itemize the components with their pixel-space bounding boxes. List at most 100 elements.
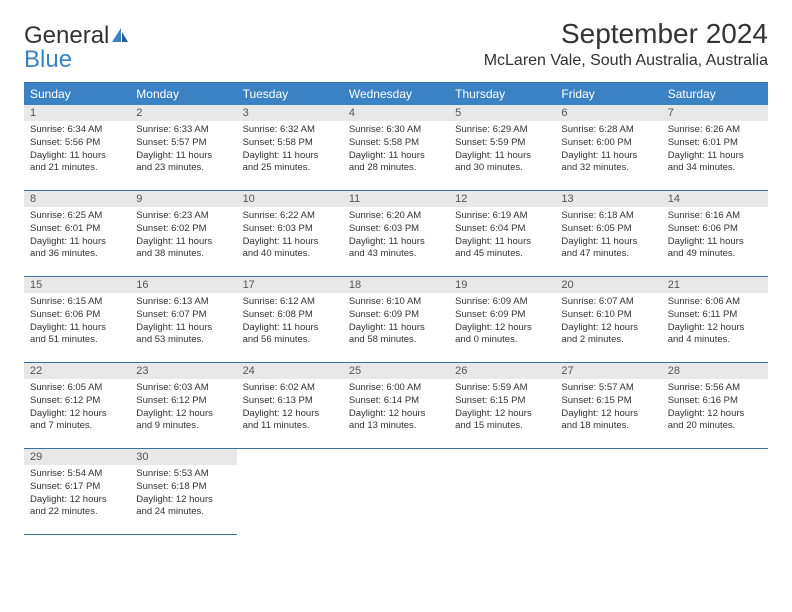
day-body: Sunrise: 6:23 AMSunset: 6:02 PMDaylight:… [130, 207, 236, 267]
sunrise-text: Sunrise: 6:18 AM [561, 210, 655, 223]
calendar-cell: 5Sunrise: 6:29 AMSunset: 5:59 PMDaylight… [449, 105, 555, 191]
day-number: 19 [449, 277, 555, 293]
daylight-text: Daylight: 11 hours and 53 minutes. [136, 322, 230, 348]
calendar-cell: 6 Sunrise: 6:28 AMSunset: 6:00 PMDaylight… [555, 105, 661, 191]
day-body: Sunrise: 6:10 AMSunset: 6:09 PMDaylight:… [343, 293, 449, 353]
sunset-text: Sunset: 5:59 PM [455, 137, 549, 150]
sunset-text: Sunset: 6:00 PM [561, 137, 655, 150]
weekday-header: Thursday [449, 83, 555, 105]
calendar-cell: 1Sunrise: 6:34 AMSunset: 5:56 PMDaylight… [24, 105, 130, 191]
day-number: 21 [662, 277, 768, 293]
sunrise-text: Sunrise: 6:10 AM [349, 296, 443, 309]
sunrise-text: Sunrise: 5:59 AM [455, 382, 549, 395]
daylight-text: Daylight: 12 hours and 7 minutes. [30, 408, 124, 434]
day-body: Sunrise: 6:29 AMSunset: 5:59 PMDaylight:… [449, 121, 555, 181]
day-body: Sunrise: 5:57 AMSunset: 6:15 PMDaylight:… [555, 379, 661, 439]
day-body: Sunrise: 6:18 AMSunset: 6:05 PMDaylight:… [555, 207, 661, 267]
daylight-text: Daylight: 11 hours and 28 minutes. [349, 150, 443, 176]
day-body: Sunrise: 5:59 AMSunset: 6:15 PMDaylight:… [449, 379, 555, 439]
day-number: 1 [24, 105, 130, 121]
day-number: 12 [449, 191, 555, 207]
daylight-text: Daylight: 12 hours and 2 minutes. [561, 322, 655, 348]
day-number: 27 [555, 363, 661, 379]
daylight-text: Daylight: 11 hours and 25 minutes. [243, 150, 337, 176]
daylight-text: Daylight: 11 hours and 38 minutes. [136, 236, 230, 262]
day-number: 16 [130, 277, 236, 293]
day-body: Sunrise: 6:26 AMSunset: 6:01 PMDaylight:… [662, 121, 768, 181]
day-number: 10 [237, 191, 343, 207]
calendar-cell: 30Sunrise: 5:53 AMSunset: 6:18 PMDayligh… [130, 449, 236, 535]
day-body: Sunrise: 5:56 AMSunset: 6:16 PMDaylight:… [662, 379, 768, 439]
day-number: 30 [130, 449, 236, 465]
day-body: Sunrise: 6:13 AMSunset: 6:07 PMDaylight:… [130, 293, 236, 353]
sunset-text: Sunset: 6:09 PM [455, 309, 549, 322]
sunset-text: Sunset: 6:02 PM [136, 223, 230, 236]
weekday-header: Friday [555, 83, 661, 105]
sunrise-text: Sunrise: 6:22 AM [243, 210, 337, 223]
calendar-cell-empty [449, 449, 555, 535]
day-body: Sunrise: 6:03 AMSunset: 6:12 PMDaylight:… [130, 379, 236, 439]
calendar-cell: 7Sunrise: 6:26 AMSunset: 6:01 PMDaylight… [662, 105, 768, 191]
calendar-cell: 16Sunrise: 6:13 AMSunset: 6:07 PMDayligh… [130, 277, 236, 363]
sunrise-text: Sunrise: 6:12 AM [243, 296, 337, 309]
daylight-text: Daylight: 11 hours and 21 minutes. [30, 150, 124, 176]
day-number: 25 [343, 363, 449, 379]
sunrise-text: Sunrise: 6:09 AM [455, 296, 549, 309]
sunset-text: Sunset: 5:56 PM [30, 137, 124, 150]
day-number: 6 [555, 105, 661, 121]
daylight-text: Daylight: 11 hours and 51 minutes. [30, 322, 124, 348]
day-number: 18 [343, 277, 449, 293]
sunset-text: Sunset: 6:09 PM [349, 309, 443, 322]
header: General Blue September 2024 McLaren Vale… [24, 18, 768, 72]
sunrise-text: Sunrise: 6:19 AM [455, 210, 549, 223]
sunrise-text: Sunrise: 6:25 AM [30, 210, 124, 223]
day-body: Sunrise: 5:53 AMSunset: 6:18 PMDaylight:… [130, 465, 236, 525]
day-number: 2 [130, 105, 236, 121]
sunset-text: Sunset: 5:58 PM [243, 137, 337, 150]
day-number: 13 [555, 191, 661, 207]
sunrise-text: Sunrise: 6:16 AM [668, 210, 762, 223]
calendar-cell: 25Sunrise: 6:00 AMSunset: 6:14 PMDayligh… [343, 363, 449, 449]
sunset-text: Sunset: 5:57 PM [136, 137, 230, 150]
daylight-text: Daylight: 12 hours and 4 minutes. [668, 322, 762, 348]
sunset-text: Sunset: 6:17 PM [30, 481, 124, 494]
sunrise-text: Sunrise: 6:07 AM [561, 296, 655, 309]
daylight-text: Daylight: 11 hours and 49 minutes. [668, 236, 762, 262]
sunrise-text: Sunrise: 6:32 AM [243, 124, 337, 137]
sunset-text: Sunset: 6:04 PM [455, 223, 549, 236]
calendar-cell: 4Sunrise: 6:30 AMSunset: 5:58 PMDaylight… [343, 105, 449, 191]
sunset-text: Sunset: 6:08 PM [243, 309, 337, 322]
day-body: Sunrise: 6:02 AMSunset: 6:13 PMDaylight:… [237, 379, 343, 439]
calendar-cell: 22Sunrise: 6:05 AMSunset: 6:12 PMDayligh… [24, 363, 130, 449]
calendar-cell: 26Sunrise: 5:59 AMSunset: 6:15 PMDayligh… [449, 363, 555, 449]
calendar-cell: 13Sunrise: 6:18 AMSunset: 6:05 PMDayligh… [555, 191, 661, 277]
calendar-cell: 8Sunrise: 6:25 AMSunset: 6:01 PMDaylight… [24, 191, 130, 277]
daylight-text: Daylight: 12 hours and 22 minutes. [30, 494, 124, 520]
sunrise-text: Sunrise: 6:28 AM [561, 124, 655, 137]
sunrise-text: Sunrise: 6:30 AM [349, 124, 443, 137]
daylight-text: Daylight: 11 hours and 30 minutes. [455, 150, 549, 176]
sunset-text: Sunset: 5:58 PM [349, 137, 443, 150]
sunrise-text: Sunrise: 6:05 AM [30, 382, 124, 395]
weekday-header: Sunday [24, 83, 130, 105]
weekday-header: Tuesday [237, 83, 343, 105]
day-body: Sunrise: 6:07 AMSunset: 6:10 PMDaylight:… [555, 293, 661, 353]
sunset-text: Sunset: 6:06 PM [668, 223, 762, 236]
day-body: Sunrise: 6:19 AMSunset: 6:04 PMDaylight:… [449, 207, 555, 267]
daylight-text: Daylight: 11 hours and 58 minutes. [349, 322, 443, 348]
calendar-cell: 27Sunrise: 5:57 AMSunset: 6:15 PMDayligh… [555, 363, 661, 449]
day-number: 17 [237, 277, 343, 293]
sunrise-text: Sunrise: 6:02 AM [243, 382, 337, 395]
sunrise-text: Sunrise: 6:26 AM [668, 124, 762, 137]
day-number: 29 [24, 449, 130, 465]
daylight-text: Daylight: 11 hours and 40 minutes. [243, 236, 337, 262]
daylight-text: Daylight: 11 hours and 32 minutes. [561, 150, 655, 176]
daylight-text: Daylight: 11 hours and 45 minutes. [455, 236, 549, 262]
calendar-grid: SundayMondayTuesdayWednesdayThursdayFrid… [24, 82, 768, 535]
calendar-cell: 17Sunrise: 6:12 AMSunset: 6:08 PMDayligh… [237, 277, 343, 363]
location-label: McLaren Vale, South Australia, Australia [484, 52, 768, 70]
day-body: Sunrise: 6:34 AMSunset: 5:56 PMDaylight:… [24, 121, 130, 181]
sunrise-text: Sunrise: 5:56 AM [668, 382, 762, 395]
day-body: Sunrise: 6:20 AMSunset: 6:03 PMDaylight:… [343, 207, 449, 267]
day-number: 9 [130, 191, 236, 207]
